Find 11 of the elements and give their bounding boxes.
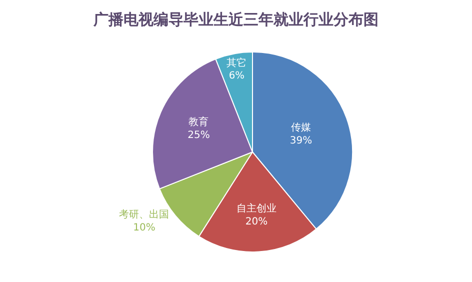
slice-label: 其它 (226, 56, 247, 69)
data-label: 25% (188, 130, 210, 142)
slice-label: 教育 (188, 116, 209, 128)
slice-label: 考研、出国 (119, 208, 170, 220)
data-label: 10% (133, 222, 156, 234)
chart-title: 广播电视编导毕业生近三年就业行业分布图 (92, 10, 378, 29)
data-label: 6% (228, 70, 245, 82)
data-label: 39% (290, 136, 312, 147)
slice-label: 传媒 (290, 122, 311, 134)
data-label: 20% (245, 216, 268, 228)
slice-label: 自主创业 (236, 202, 276, 214)
